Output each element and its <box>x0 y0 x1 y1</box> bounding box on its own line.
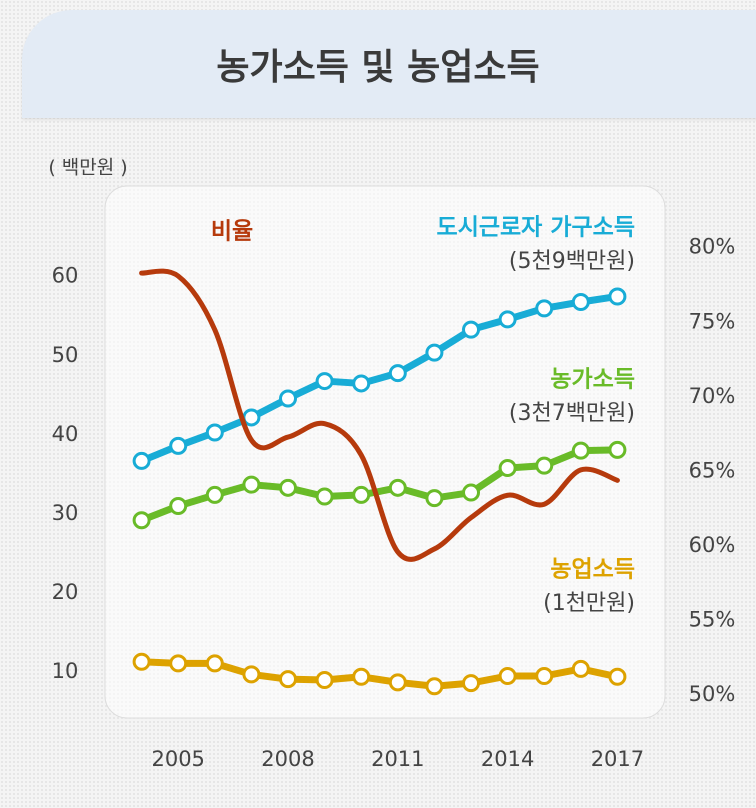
series-note: (1천만원) <box>543 591 635 616</box>
point <box>535 456 554 475</box>
point <box>425 489 444 508</box>
y2-tick-label: 60% <box>689 533 736 557</box>
y-tick-label: 60 <box>52 264 79 288</box>
y2-tick-label: 50% <box>689 682 736 706</box>
point <box>315 670 334 689</box>
point <box>571 293 590 311</box>
series-line <box>139 268 620 562</box>
y-tick-label: 40 <box>52 422 79 446</box>
point <box>462 320 481 339</box>
point <box>608 440 627 459</box>
plot-area <box>104 185 666 719</box>
y-tick-label: 50 <box>52 343 79 367</box>
point <box>169 436 188 455</box>
y2-tick-label: 65% <box>689 458 736 482</box>
y2-tick-label: 75% <box>689 309 736 333</box>
point <box>498 667 517 685</box>
series-label: 도시근로자 가구소득 <box>437 215 635 241</box>
point <box>462 674 481 693</box>
point <box>242 475 261 494</box>
point <box>535 667 554 685</box>
point <box>352 667 371 686</box>
y2-tick-label: 70% <box>689 384 736 408</box>
point <box>571 659 590 678</box>
point <box>498 459 517 478</box>
point <box>388 364 407 383</box>
point <box>571 441 590 460</box>
series-label: 농업소득 <box>550 557 635 583</box>
point <box>279 389 298 408</box>
title-band <box>22 10 756 118</box>
y2-tick-label: 55% <box>689 608 736 632</box>
y-tick-label: 20 <box>52 580 79 604</box>
point <box>169 654 188 673</box>
series-label: 비율 <box>211 219 253 245</box>
point <box>279 670 298 689</box>
y-axis-label: ( 백만원 ) <box>48 157 127 179</box>
point <box>205 485 224 504</box>
point <box>132 511 151 530</box>
point <box>608 287 627 306</box>
point <box>498 310 517 329</box>
point <box>425 677 444 696</box>
y2-tick-label: 80% <box>689 235 736 259</box>
point <box>242 408 261 427</box>
point <box>388 673 407 692</box>
point <box>205 654 224 673</box>
point <box>315 487 334 506</box>
point <box>352 485 371 504</box>
x-tick-label: 2014 <box>481 747 534 771</box>
y-tick-label: 10 <box>52 659 79 683</box>
point <box>388 478 407 497</box>
series-note: (5천9백만원) <box>509 249 635 274</box>
point <box>608 667 627 686</box>
point <box>352 374 371 393</box>
x-tick-label: 2017 <box>591 747 644 771</box>
point <box>535 299 554 318</box>
point <box>242 665 261 684</box>
series-note: (3천7백만원) <box>509 401 635 426</box>
point <box>132 451 151 470</box>
y-tick-label: 30 <box>52 501 79 525</box>
point <box>169 497 188 515</box>
x-tick-label: 2005 <box>151 747 204 771</box>
point <box>205 423 224 442</box>
x-tick-label: 2011 <box>371 747 424 771</box>
point <box>462 483 481 502</box>
point <box>132 652 151 671</box>
series-label: 농가소득 <box>550 367 635 393</box>
chart-title: 농가소득 및 농업소득 <box>216 47 540 88</box>
point <box>425 343 444 362</box>
x-tick-label: 2008 <box>261 747 314 771</box>
point <box>279 478 298 497</box>
point <box>315 372 334 391</box>
